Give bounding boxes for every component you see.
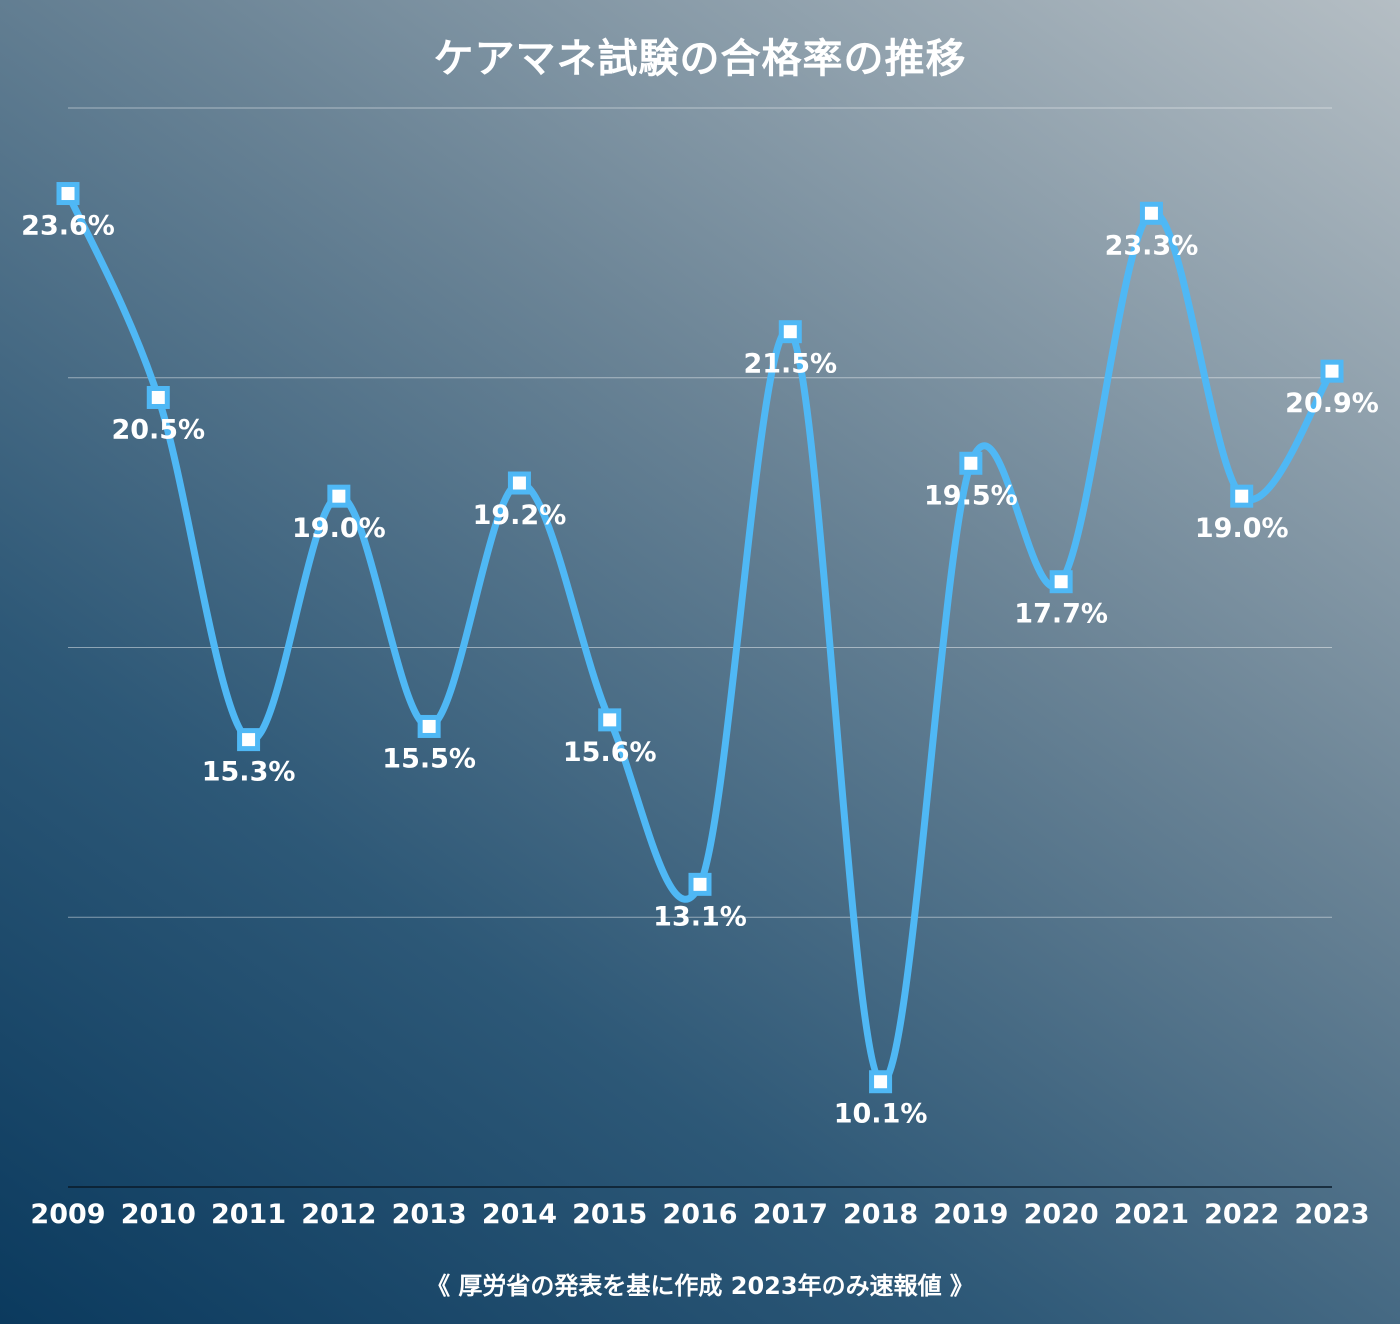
x-tick-label: 2023	[1294, 1199, 1369, 1230]
data-labels: 23.6% 20.5% 15.3% 19.0% 15.5% 19.2% 15.6% 13.1%…	[21, 211, 1379, 1130]
data-point-marker	[688, 872, 712, 896]
data-label: 19.2%	[473, 500, 567, 531]
data-label: 23.3%	[1105, 230, 1199, 261]
x-tick-label: 2012	[301, 1199, 376, 1230]
data-label: 20.9%	[1285, 388, 1379, 419]
x-tick-label: 2016	[662, 1199, 737, 1230]
x-tick-label: 2021	[1114, 1199, 1189, 1230]
data-label: 23.6%	[21, 211, 115, 242]
x-tick-label: 2019	[933, 1199, 1008, 1230]
source-footnote: 《 厚労省の発表を基に作成 2023年のみ速報値 》	[426, 1272, 974, 1300]
data-point-marker	[1320, 359, 1344, 383]
data-point-marker	[778, 320, 802, 344]
data-point-marker	[56, 182, 80, 206]
x-tick-label: 2010	[121, 1199, 196, 1230]
data-point-marker	[1139, 201, 1163, 225]
data-label: 15.5%	[382, 743, 476, 774]
x-tick-label: 2009	[30, 1199, 105, 1230]
data-label: 19.5%	[924, 480, 1018, 511]
data-point-marker	[417, 714, 441, 738]
x-tick-label: 2015	[572, 1199, 647, 1230]
data-point-marker	[1230, 484, 1254, 508]
data-point-marker	[507, 471, 531, 495]
data-point-marker	[146, 385, 170, 409]
data-point-marker	[1049, 570, 1073, 594]
data-label: 19.0%	[292, 513, 386, 544]
data-point-marker	[869, 1070, 893, 1094]
gridlines	[68, 107, 1332, 918]
data-point-marker	[959, 451, 983, 475]
x-tick-label: 2014	[482, 1199, 557, 1230]
x-tick-label: 2013	[392, 1199, 467, 1230]
x-tick-label: 2022	[1204, 1199, 1279, 1230]
x-tick-label: 2018	[843, 1199, 918, 1230]
data-point-marker	[598, 708, 622, 732]
x-tick-label: 2020	[1024, 1199, 1099, 1230]
data-label: 19.0%	[1195, 513, 1289, 544]
data-markers	[56, 182, 1344, 1094]
x-tick-labels: 2009 2010 2011 2012 2013 2014 2015 2016 2017 2018…	[30, 1199, 1369, 1230]
data-point-marker	[327, 484, 351, 508]
data-label: 17.7%	[1014, 599, 1108, 630]
x-tick-label: 2017	[753, 1199, 828, 1230]
series-line	[64, 190, 1336, 1086]
x-tick-label: 2011	[211, 1199, 286, 1230]
data-label: 15.6%	[563, 737, 657, 768]
data-label: 20.5%	[111, 414, 205, 445]
data-point-marker	[237, 728, 261, 752]
chart-title: ケアマネ試験の合格率の推移	[433, 36, 967, 82]
data-label: 15.3%	[202, 757, 296, 788]
data-label: 10.1%	[834, 1099, 928, 1130]
data-label: 21.5%	[743, 349, 837, 380]
data-label: 13.1%	[653, 901, 747, 932]
